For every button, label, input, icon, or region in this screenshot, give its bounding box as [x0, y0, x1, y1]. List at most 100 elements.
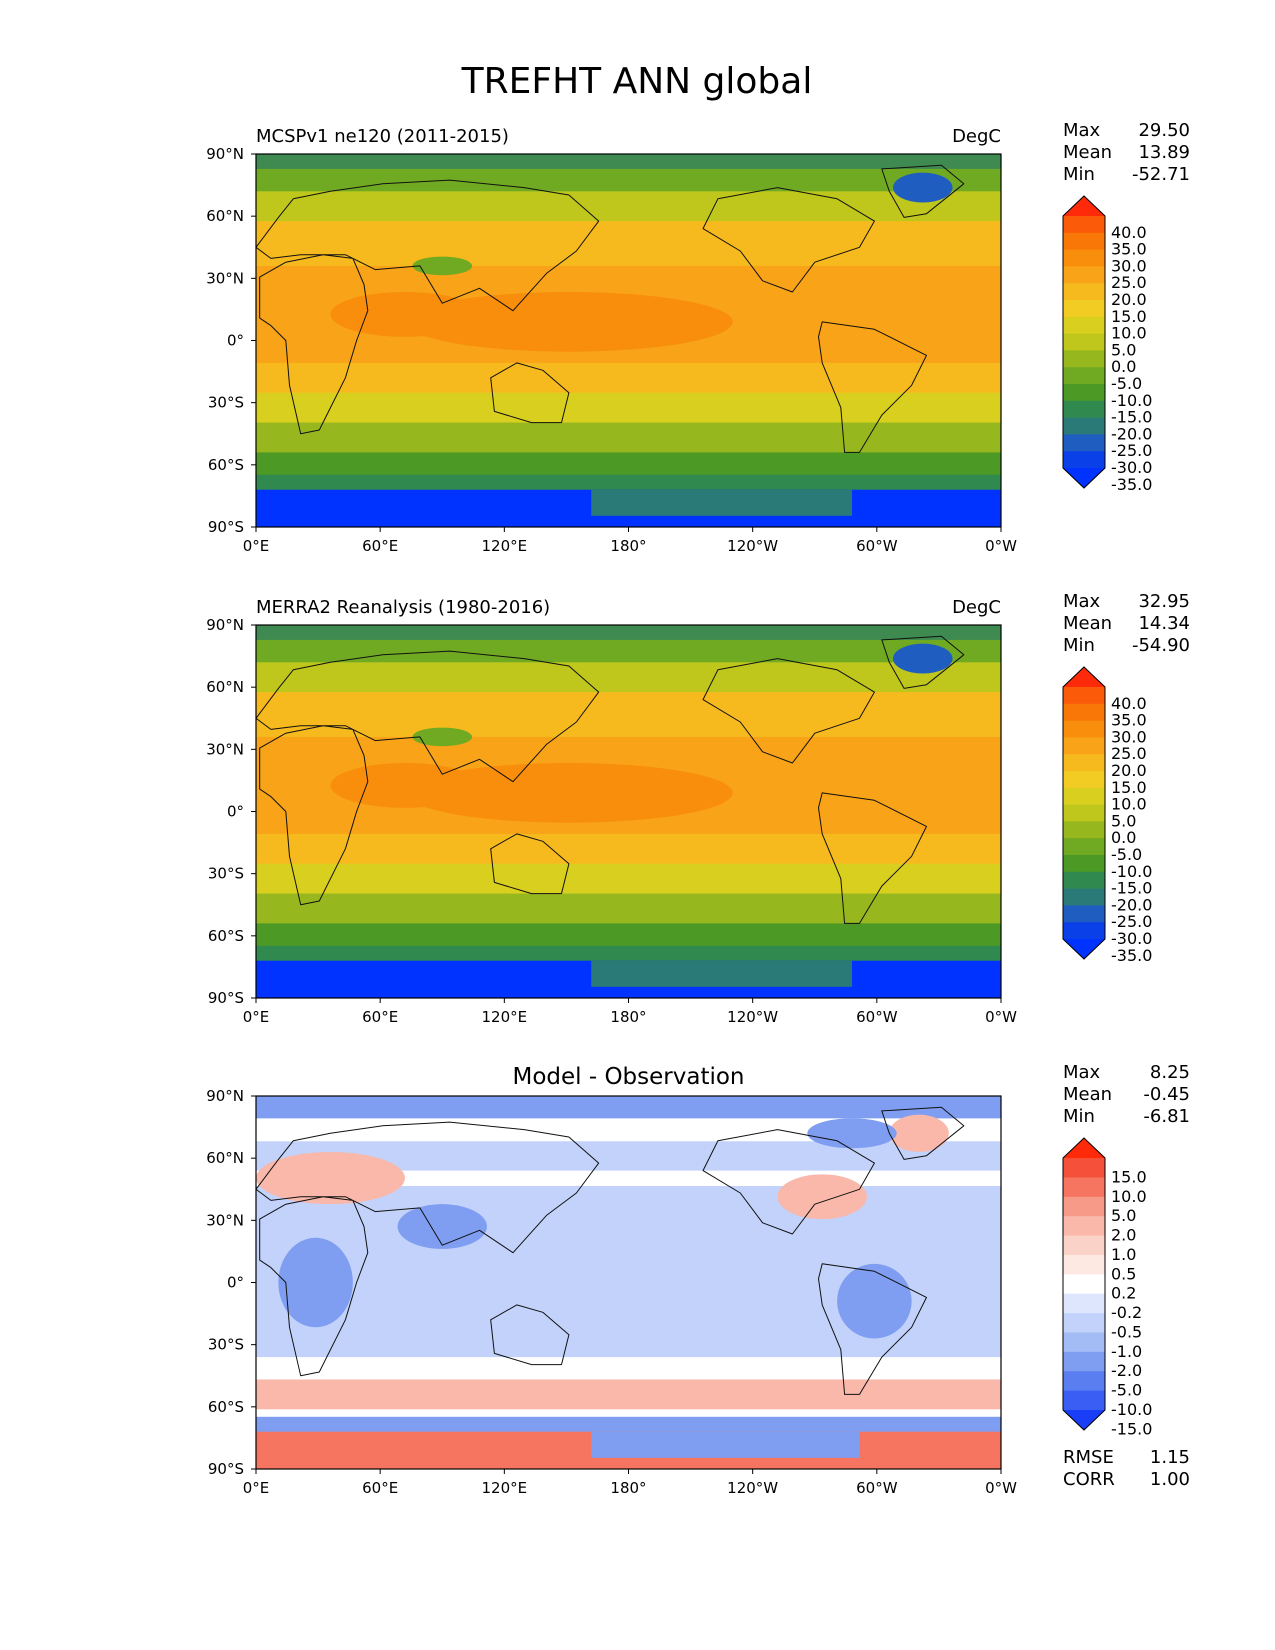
difference-band: [256, 1357, 1001, 1380]
colorbar-bin: [1063, 922, 1105, 940]
colorbar-tick-label: 30.0: [1111, 256, 1147, 275]
colorbar-bin: [1063, 1390, 1105, 1411]
colorbar-bin: [1063, 434, 1105, 452]
warm-bias-region: [889, 1114, 949, 1152]
warm-pool: [405, 292, 733, 352]
colorbar-tick-label: -1.0: [1111, 1342, 1142, 1361]
y-tick-label: 60°S: [208, 456, 244, 474]
y-tick-label: 60°N: [206, 678, 244, 696]
colorbar-bin: [1063, 1371, 1105, 1392]
map-panel-2: MERRA2 Reanalysis (1980-2016) DegC 0°E 60°E…: [206, 591, 1190, 1026]
colorbar-tick-label: -25.0: [1111, 441, 1152, 460]
y-tick-label: 60°N: [206, 207, 244, 225]
colorbar-tick-label: 5.0: [1111, 1206, 1136, 1225]
greenland-cold-spot: [892, 172, 953, 203]
colorbar-tick-label: -5.0: [1111, 845, 1142, 864]
colorbar-bin: [1063, 687, 1105, 705]
colorbar-bin: [1063, 855, 1105, 873]
colorbar-bin: [1063, 838, 1105, 856]
temperature-band: [256, 639, 1001, 663]
coastline: [256, 1106, 965, 1395]
y-tick-label: 60°N: [206, 1149, 244, 1167]
x-tick-label: 120°W: [727, 1008, 778, 1026]
map-panel-1: MCSPv1 ne120 (2011-2015) DegC 0°E 60°E 120°E…: [206, 120, 1190, 555]
temperature-band: [256, 191, 1001, 222]
colorbar-tick-label: -10.0: [1111, 391, 1152, 410]
colorbar-bin: [1063, 266, 1105, 284]
colorbar-tick-label: -25.0: [1111, 912, 1152, 931]
x-tick-label: 180°: [610, 1479, 646, 1497]
colorbar-tick-label: 15.0: [1111, 1167, 1147, 1186]
colorbar-bin: [1063, 283, 1105, 301]
colorbar-tick-label: 0.0: [1111, 357, 1136, 376]
coastline: [256, 164, 965, 453]
stat-value: -54.90: [1132, 635, 1190, 656]
stat-value: 8.25: [1150, 1062, 1190, 1083]
temperature-band: [256, 392, 1001, 424]
stat-label: RMSE: [1063, 1447, 1114, 1468]
temperature-band: [256, 863, 1001, 895]
x-tick-label: 60°E: [362, 1479, 398, 1497]
map-field: [256, 625, 1001, 998]
stat-label: Mean: [1063, 1084, 1112, 1105]
y-tick-label: 90°S: [208, 518, 244, 536]
x-tick-label: 180°: [610, 537, 646, 555]
temperature-band: [256, 833, 1001, 865]
colorbar-bin: [1063, 1351, 1105, 1372]
colorbar-bin: [1063, 1313, 1105, 1333]
map-field: [256, 154, 1001, 527]
stat-value: -6.81: [1143, 1106, 1190, 1127]
colorbar-tick-label: 10.0: [1111, 324, 1147, 343]
tibetan-plateau: [412, 256, 473, 276]
temperature-band: [256, 221, 1001, 267]
x-tick-label: 60°W: [856, 1008, 898, 1026]
colorbar: 15.010.05.02.01.00.50.2-0.2-0.5-1.0-2.0-…: [1062, 1137, 1152, 1438]
stat-value: 32.95: [1138, 591, 1190, 612]
panel-title: MERRA2 Reanalysis (1980-2016): [256, 597, 550, 618]
colorbar-tick-label: 10.0: [1111, 795, 1147, 814]
colorbar-bin: [1063, 216, 1105, 234]
colorbar-tick-label: -0.2: [1111, 1303, 1142, 1322]
greenland-cold-spot: [892, 643, 953, 674]
colorbar-bin: [1063, 300, 1105, 318]
colorbar-tick-label: 30.0: [1111, 727, 1147, 746]
stat-value: 1.15: [1150, 1447, 1190, 1468]
stat-label: Max: [1063, 120, 1101, 141]
colorbar-outline: [1062, 195, 1106, 489]
colorbar-bin: [1063, 1235, 1105, 1256]
stat-value: 29.50: [1138, 120, 1190, 141]
difference-band: [256, 1409, 1001, 1418]
x-tick-label: 60°E: [362, 537, 398, 555]
x-tick-label: 120°W: [727, 1479, 778, 1497]
warm-pool: [405, 763, 733, 823]
x-tick-label: 120°W: [727, 537, 778, 555]
colorbar-tick-label: -10.0: [1111, 1400, 1152, 1419]
colorbar-bin: [1063, 400, 1105, 418]
temperature-band: [256, 362, 1001, 394]
x-tick-label: 0°E: [243, 1008, 270, 1026]
colorbar-extend-min: [1063, 1410, 1105, 1430]
colorbar-bin: [1063, 249, 1105, 267]
y-tick-label: 30°S: [208, 1336, 244, 1354]
stat-value: 1.00: [1150, 1469, 1190, 1490]
colorbar-bin: [1063, 1177, 1105, 1198]
stat-value: 13.89: [1138, 142, 1190, 163]
colorbar-bin: [1063, 333, 1105, 351]
stat-label: Min: [1063, 164, 1095, 185]
temperature-band: [256, 945, 1001, 962]
y-tick-label: 60°S: [208, 1398, 244, 1416]
temperature-band: [256, 692, 1001, 738]
y-tick-label: 30°N: [206, 269, 244, 287]
y-tick-label: 0°: [227, 1274, 244, 1292]
colorbar-bin: [1063, 737, 1105, 755]
cold-bias-region: [837, 1263, 912, 1339]
stat-label: Max: [1063, 591, 1101, 612]
panel-title-center: Model - Observation: [512, 1064, 744, 1090]
warm-pool: [330, 292, 480, 337]
colorbar-bin: [1063, 754, 1105, 772]
temperature-band: [256, 923, 1001, 947]
colorbar-bin: [1063, 888, 1105, 906]
panel-units: DegC: [952, 126, 1001, 147]
colorbar-bin: [1063, 720, 1105, 738]
